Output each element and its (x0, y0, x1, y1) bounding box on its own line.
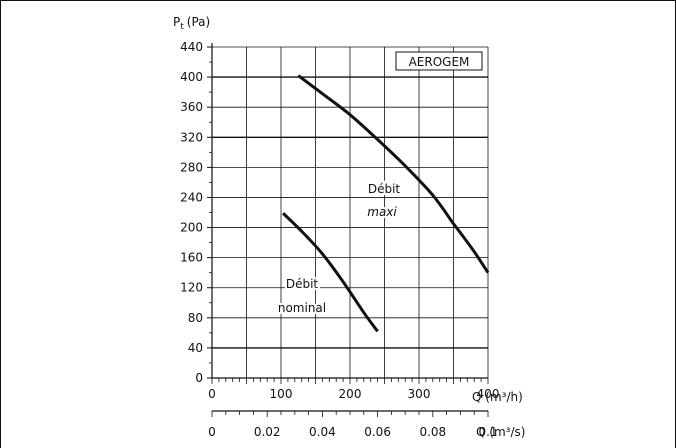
y-tick-label: 400 (180, 70, 203, 84)
x-tick-label-m3h: 100 (270, 387, 293, 401)
x-tick-label-m3h: 200 (339, 387, 362, 401)
x-tick-label-m3s: 0.04 (309, 425, 336, 439)
y-tick-label: 80 (188, 311, 203, 325)
y-tick-label: 280 (180, 160, 203, 174)
series-label-maxi-line1: Débit (368, 182, 401, 196)
x-tick-label-m3s: 0.02 (254, 425, 281, 439)
y-tick-label: 0 (195, 371, 203, 385)
y-tick-label: 40 (188, 341, 203, 355)
y-tick-label: 440 (180, 40, 203, 54)
series-line-debit-nominal (282, 212, 379, 333)
legend-box (395, 51, 483, 71)
y-tick-label: 360 (180, 100, 203, 114)
frame-top-border (0, 0, 676, 1)
frame-left-border (0, 0, 1, 448)
y-tick-label: 160 (180, 251, 203, 265)
x-tick-label-m3h: 300 (408, 387, 431, 401)
x-tick-label-m3s: 0 (208, 425, 216, 439)
series-line-debit-maxi (297, 74, 490, 274)
x-tick-label-m3h: 400 (477, 387, 500, 401)
x-tick-label-m3s: 0.1 (478, 425, 497, 439)
y-axis-title: Pt (Pa) (173, 15, 210, 32)
x-axis-title-m3s: Q (m³/s) (476, 425, 525, 439)
labels: Pt (Pa) Q (m³/h) Q (m³/s) AEROGEM Débit m… (173, 15, 525, 439)
y-tick-label: 240 (180, 190, 203, 204)
x-axis-title-m3h: Q (m³/h) (472, 390, 523, 404)
y-tick-label: 200 (180, 221, 203, 235)
y-tick-label: 120 (180, 281, 203, 295)
series-label-maxi-line2: maxi (367, 205, 397, 219)
series-label-nominal-line1: Débit (286, 277, 319, 291)
y-tick-label: 320 (180, 130, 203, 144)
x-tick-label-m3h: 0 (208, 387, 216, 401)
series-label-nominal-line2: nominal (278, 301, 326, 315)
x-tick-label-m3s: 0.08 (419, 425, 446, 439)
grid (212, 46, 489, 378)
x-tick-label-m3s: 0.06 (364, 425, 391, 439)
axes: 0 40 80 120 160 200 240 280 320 360 400 440 0 100 200 3… (180, 40, 499, 439)
series (282, 74, 490, 333)
legend-label: AEROGEM (409, 55, 470, 69)
